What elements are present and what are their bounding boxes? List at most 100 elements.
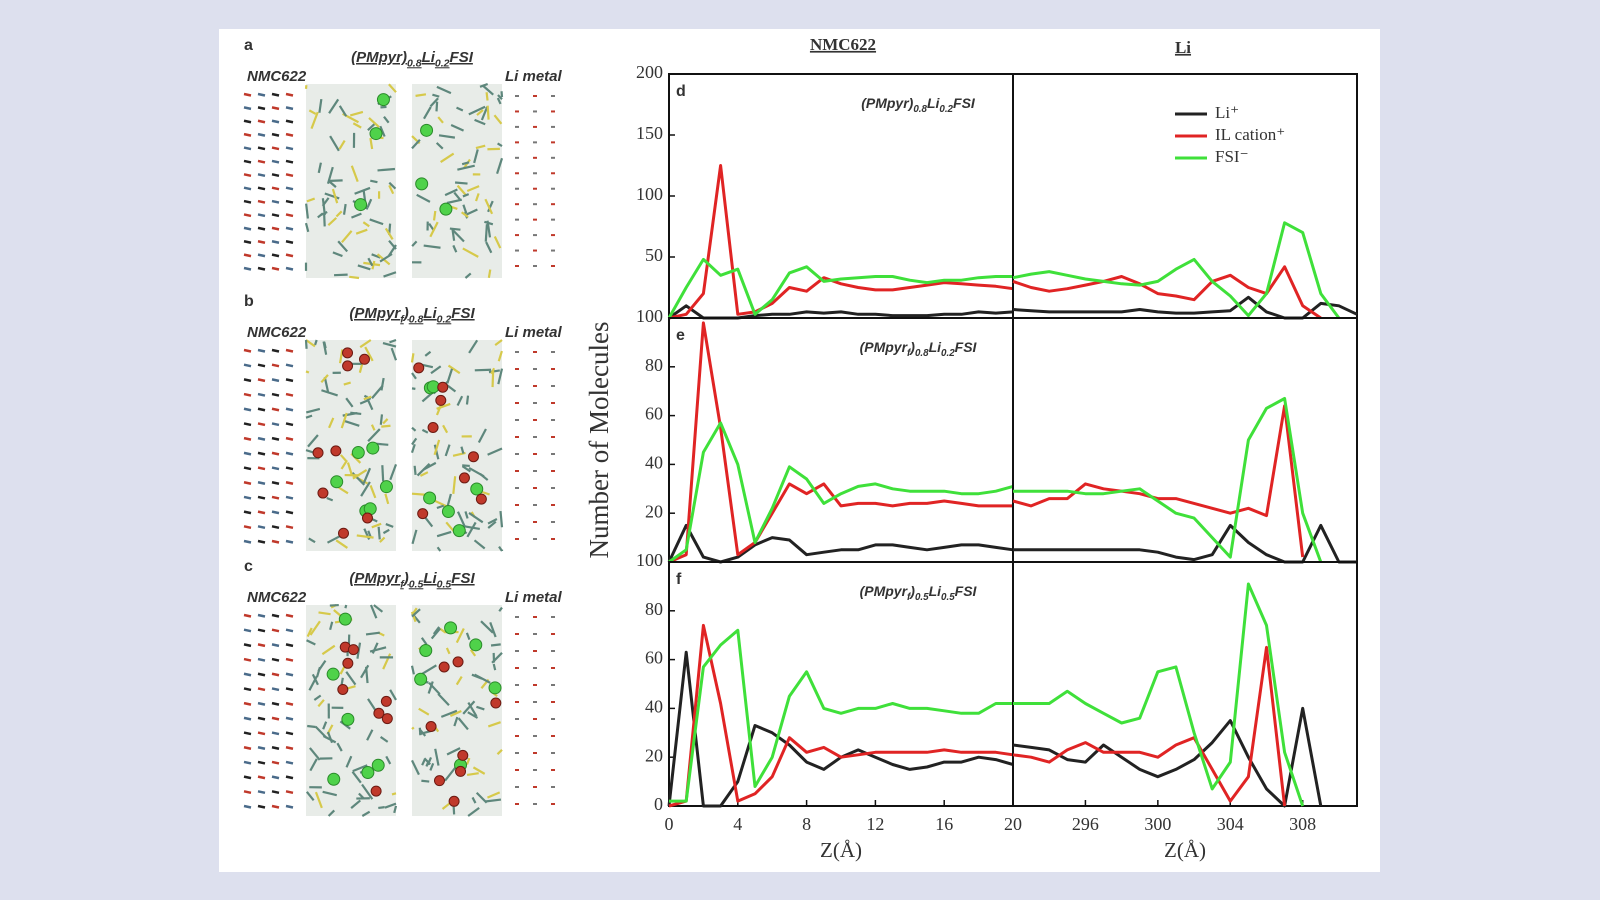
molecule-bond	[382, 653, 392, 670]
molecule-bond	[338, 349, 344, 364]
molecule-bond	[476, 705, 485, 711]
molecule-bond	[340, 412, 348, 429]
series-line	[668, 421, 1014, 564]
lattice-atom	[257, 746, 266, 750]
lattice-atom	[285, 119, 294, 124]
lattice-atom	[243, 613, 252, 618]
molecule-bond	[453, 716, 459, 727]
molecule-bond	[461, 161, 470, 166]
molecule-bond	[367, 123, 376, 131]
title-part: Li	[929, 339, 943, 355]
molecule-bond	[464, 525, 480, 530]
lattice-atom	[271, 363, 280, 368]
column-header: NMC622	[810, 35, 876, 54]
series-line	[1012, 645, 1287, 807]
lattice-atom	[257, 226, 266, 231]
y-tick-label: 0	[654, 794, 663, 814]
molecule-bond	[416, 193, 431, 203]
molecule-bond	[472, 766, 486, 775]
molecule-bond	[308, 109, 317, 115]
title-part: (PMpyr	[349, 305, 401, 322]
panel-title: (PMpyrf)0.5Li0.5FSI	[860, 583, 978, 603]
molecule-bond	[322, 734, 337, 744]
fsi-sphere	[371, 758, 385, 772]
lattice-atom	[243, 436, 252, 441]
legend-label: FSI⁻	[1215, 147, 1249, 166]
molecule-bond	[329, 135, 340, 152]
series-line	[1013, 582, 1305, 807]
fsi-sphere	[366, 441, 380, 455]
lattice-atom	[271, 92, 280, 97]
fsi-sphere	[439, 202, 453, 216]
fsi-sphere	[330, 475, 344, 489]
y-tick-label: 60	[645, 648, 663, 668]
molecule-bond	[322, 721, 328, 730]
molecule-bond	[323, 376, 330, 393]
lattice-atom	[257, 348, 266, 353]
lattice-atom	[257, 378, 266, 383]
lattice-atom	[257, 775, 266, 780]
molecule-bond	[377, 526, 381, 540]
lattice-atom	[243, 363, 252, 368]
title-part: f	[400, 313, 405, 325]
lattice-atom	[257, 266, 266, 271]
molecule-bond	[411, 759, 420, 776]
li-sphere	[337, 527, 349, 539]
lattice-atom	[257, 525, 266, 530]
molecule-bond	[410, 611, 417, 623]
molecule-bond	[351, 771, 362, 784]
lattice-atom	[243, 672, 252, 677]
molecule-bond	[388, 83, 397, 93]
molecule-bond	[366, 729, 374, 741]
lattice-atom	[285, 436, 294, 441]
molecule-bond	[310, 111, 319, 130]
lattice-atom	[285, 363, 294, 368]
lattice-atom	[285, 687, 294, 692]
molecule-bond	[466, 185, 480, 193]
lattice-atom	[243, 92, 252, 97]
molecule-bond	[341, 230, 353, 244]
molecule-bond	[435, 101, 439, 112]
lattice-atom	[243, 643, 252, 648]
li-sphere	[452, 656, 464, 668]
lattice-atom	[285, 226, 294, 231]
molecule-bond	[447, 364, 461, 375]
lattice-atom	[257, 804, 266, 809]
molecule-bond	[327, 217, 338, 226]
molecule-bond	[345, 397, 354, 408]
molecule-bond	[468, 512, 484, 524]
molecule-bond	[456, 106, 464, 112]
electrolyte-slab	[306, 340, 396, 551]
molecule-bond	[498, 606, 503, 612]
x-tick-label: 308	[1289, 814, 1316, 834]
title-part: Li	[423, 305, 437, 322]
li-sphere	[457, 749, 469, 761]
molecule-bond	[306, 639, 316, 646]
lattice-atom	[285, 348, 294, 353]
molecule-bond	[436, 530, 452, 538]
lattice-atom	[257, 159, 266, 164]
molecule-bond	[473, 149, 479, 164]
molecule-bond	[317, 660, 327, 672]
molecule-bond	[426, 756, 433, 766]
lattice-atom	[243, 525, 252, 530]
molecule-bond	[309, 620, 321, 636]
lattice-atom	[285, 132, 294, 137]
lattice-atom	[243, 539, 252, 544]
lattice-atom	[285, 266, 294, 271]
molecule-bond	[469, 649, 477, 657]
molecule-bond	[432, 93, 440, 98]
molecule-bond	[346, 462, 353, 476]
molecule-bond	[355, 228, 368, 235]
molecule-bond	[421, 428, 429, 434]
molecule-bond	[345, 671, 357, 686]
lattice-atom	[285, 466, 294, 471]
molecule-bond	[453, 191, 462, 201]
molecule-bond	[423, 244, 441, 249]
molecule-bond	[498, 545, 503, 552]
molecule-bond	[420, 637, 428, 645]
molecule-bond	[456, 395, 464, 407]
li-sphere	[475, 493, 487, 505]
li-sphere	[370, 785, 382, 797]
